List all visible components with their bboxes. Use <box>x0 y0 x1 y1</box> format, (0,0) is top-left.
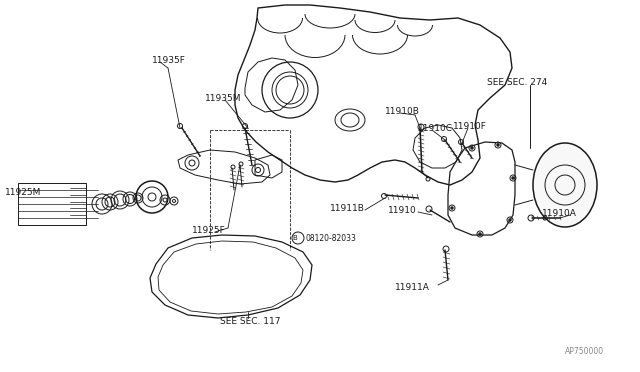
Circle shape <box>509 219 511 221</box>
Text: 11935M: 11935M <box>205 93 241 103</box>
Text: 11935F: 11935F <box>152 55 186 64</box>
Text: AP750000: AP750000 <box>565 347 604 356</box>
Text: 11910A: 11910A <box>542 208 577 218</box>
Text: 08120-82033: 08120-82033 <box>306 234 357 243</box>
Text: 11925M: 11925M <box>5 187 42 196</box>
Text: 11910C: 11910C <box>418 124 453 132</box>
Text: 11910: 11910 <box>388 205 417 215</box>
Circle shape <box>471 147 473 149</box>
Text: 11910F: 11910F <box>453 122 487 131</box>
Text: 11910B: 11910B <box>385 106 420 115</box>
Text: SEE SEC. 117: SEE SEC. 117 <box>220 317 280 327</box>
Circle shape <box>497 144 499 146</box>
Text: 11925F: 11925F <box>192 225 226 234</box>
Text: SEE SEC. 274: SEE SEC. 274 <box>487 77 547 87</box>
Text: 11911A: 11911A <box>395 283 430 292</box>
Ellipse shape <box>533 143 597 227</box>
Circle shape <box>451 207 453 209</box>
Text: B: B <box>292 235 298 241</box>
Circle shape <box>479 233 481 235</box>
Circle shape <box>512 177 514 179</box>
Text: 11911B: 11911B <box>330 203 365 212</box>
